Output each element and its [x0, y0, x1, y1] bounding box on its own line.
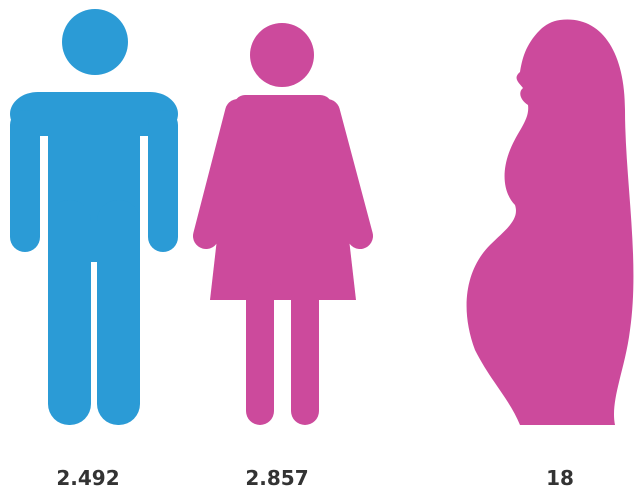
woman-icon: [193, 23, 373, 425]
pregnant-woman-icon: [466, 19, 634, 425]
pregnant-count: 18: [546, 466, 574, 490]
man-icon: [10, 9, 178, 425]
woman-count: 2.857: [245, 466, 308, 490]
man-count: 2.492: [56, 466, 119, 490]
